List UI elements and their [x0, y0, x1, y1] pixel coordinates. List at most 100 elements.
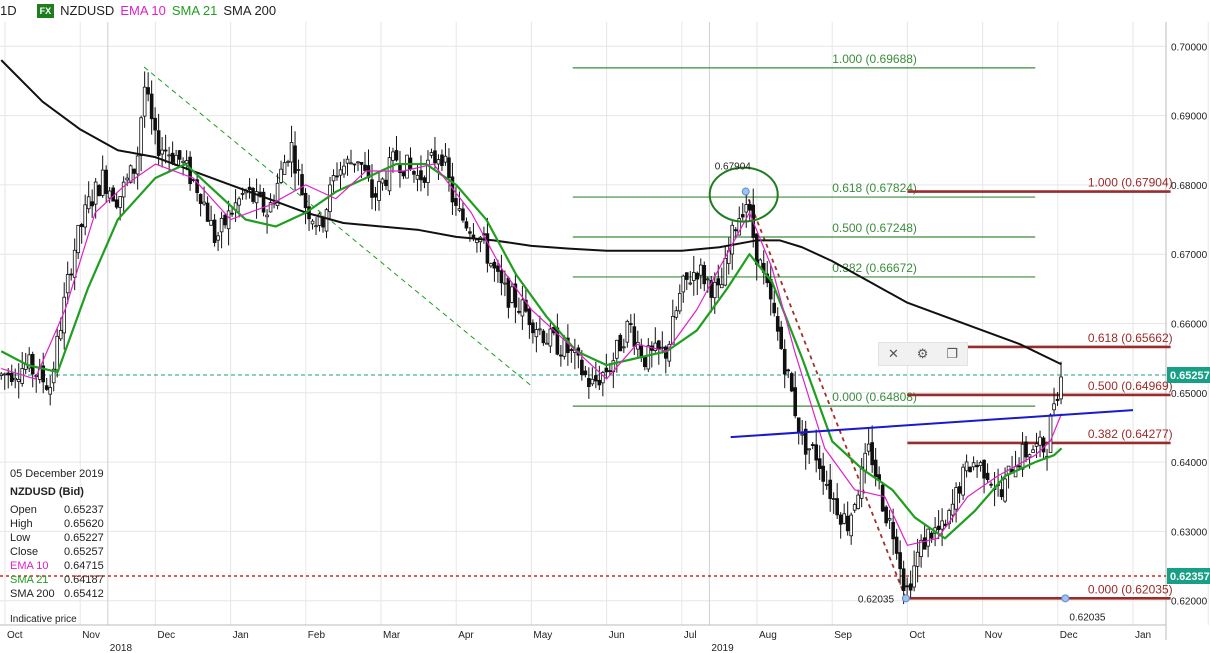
- candle-body: [807, 448, 812, 451]
- sma200-line: [0, 59, 1062, 366]
- candle-body: [156, 130, 161, 156]
- fib-level-label: 0.618 (0.65662): [1088, 331, 1173, 345]
- candle-body: [961, 466, 965, 496]
- candle-body: [27, 354, 32, 369]
- candle-body: [796, 417, 801, 434]
- support-price-badge: 0.62357: [1170, 571, 1210, 583]
- candle-body: [489, 263, 493, 267]
- candle-body: [1041, 437, 1046, 453]
- candle-body: [436, 159, 441, 165]
- candle-body: [531, 322, 535, 334]
- last-price-badge-bg: [1167, 366, 1210, 383]
- candle-body: [219, 217, 224, 233]
- candle-body: [772, 302, 777, 314]
- info-instrument: NZDUSD (Bid): [10, 486, 84, 498]
- candle-body: [936, 525, 941, 531]
- info-label: EMA 10: [10, 560, 49, 572]
- fib-level-label: 0.000 (0.64808): [832, 390, 917, 404]
- candle-body: [342, 165, 346, 175]
- info-value: 0.65237: [64, 504, 104, 516]
- timeframe-label[interactable]: 1D: [0, 3, 17, 18]
- candle-body: [587, 377, 591, 388]
- candle-body: [359, 161, 364, 165]
- fib-level-label: 1.000 (0.69688): [832, 52, 917, 66]
- candle-body: [538, 328, 542, 331]
- candle-body: [310, 220, 315, 225]
- candle-body: [821, 465, 825, 482]
- info-row: EMA 10 0.64715: [10, 559, 104, 573]
- y-tick-label: 0.63000: [1171, 527, 1208, 538]
- close-icon[interactable]: ✕: [887, 346, 899, 361]
- info-label: Low: [10, 532, 31, 544]
- candle-body: [870, 442, 874, 466]
- candle-body: [838, 514, 843, 525]
- candle-body: [240, 192, 245, 195]
- candle-body: [1017, 465, 1021, 468]
- candle-body: [1003, 478, 1007, 502]
- candle-body: [0, 373, 4, 376]
- candle-body: [779, 326, 784, 349]
- candle-body: [282, 162, 287, 175]
- candle-body: [380, 178, 385, 184]
- candle-body: [503, 282, 507, 285]
- candle-body: [254, 191, 259, 204]
- ema-legend[interactable]: EMA 10: [120, 3, 166, 18]
- candle-body: [912, 565, 916, 588]
- copy-icon[interactable]: ❐: [946, 346, 959, 361]
- candle-body: [506, 277, 511, 308]
- candle-body: [275, 182, 280, 207]
- fib-level-label: 0.500 (0.67248): [832, 221, 917, 235]
- candle-body: [1055, 398, 1060, 401]
- candle-body: [107, 190, 112, 199]
- candle-body: [251, 187, 255, 202]
- candle-body: [1038, 436, 1042, 446]
- candle-body: [510, 286, 514, 303]
- candle-body: [824, 483, 829, 486]
- candle-body: [464, 221, 469, 229]
- candle-body: [590, 378, 595, 385]
- swing-marker: [1061, 594, 1070, 603]
- x-tick-label: Nov: [82, 630, 100, 641]
- candle-body: [831, 498, 836, 500]
- gear-icon[interactable]: ⚙: [916, 346, 929, 361]
- info-label: Close: [10, 546, 39, 558]
- candle-body: [908, 583, 913, 591]
- candle-body: [971, 462, 976, 468]
- ema10-line: [1, 163, 1063, 546]
- sma200-legend[interactable]: SMA 200: [223, 3, 277, 18]
- candle-body: [733, 229, 738, 232]
- candle-body: [447, 157, 451, 178]
- highlight-ellipse: [708, 166, 779, 223]
- candle-body: [153, 117, 157, 131]
- info-row: High 0.65620: [10, 517, 104, 531]
- sma21-legend[interactable]: SMA 21: [171, 3, 218, 18]
- candle-body: [328, 184, 332, 213]
- candle-body: [114, 199, 119, 208]
- x-tick-label: Jul: [684, 630, 697, 641]
- year-label: 2018: [110, 643, 133, 653]
- symbol-label[interactable]: NZDUSD: [60, 3, 115, 18]
- candle-body: [485, 233, 490, 264]
- drawing-toolbar: ✕ ⚙ ❐: [878, 342, 968, 366]
- candle-body: [296, 169, 301, 171]
- candle-body: [412, 171, 416, 175]
- info-row: Open 0.65237: [10, 503, 104, 517]
- x-tick-label: Sep: [834, 630, 852, 641]
- candle-body: [940, 520, 944, 530]
- year-label: 2019: [711, 643, 734, 653]
- candle-body: [810, 444, 815, 446]
- candle-body: [674, 310, 679, 318]
- candle-body: [170, 152, 175, 163]
- candle-body: [177, 150, 182, 160]
- candle-body: [338, 169, 343, 176]
- info-label: SMA 21: [10, 574, 49, 586]
- candle-body: [2, 373, 7, 376]
- dashed-swing-line: [143, 66, 532, 387]
- candle-body: [1020, 443, 1025, 470]
- candle-body: [636, 341, 640, 350]
- candle-body: [237, 198, 241, 206]
- candle-body: [422, 177, 427, 183]
- candle-body: [849, 514, 853, 537]
- info-value: 0.65620: [64, 518, 104, 530]
